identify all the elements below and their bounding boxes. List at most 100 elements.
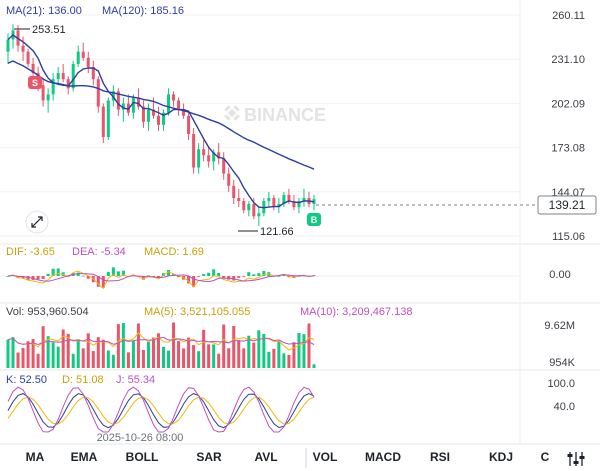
buy-marker[interactable] (307, 213, 321, 226)
volume-bar (302, 334, 306, 368)
volume-bar (76, 339, 80, 368)
volume-bar (297, 333, 301, 368)
macd-histogram-bar (36, 276, 40, 280)
chart-frame (0, 0, 600, 445)
volume-bar (292, 342, 296, 368)
macd-histogram-bar (192, 276, 196, 288)
kdj-k-line (7, 392, 315, 429)
volume-bar (41, 326, 45, 368)
volume-bar (197, 351, 201, 368)
volume-bar (162, 346, 166, 368)
price-axis-tick: 231.10 (551, 54, 585, 66)
candle-body (91, 66, 95, 80)
kdj-panel (7, 386, 315, 433)
candle-body (101, 106, 105, 138)
volume-panel (6, 322, 316, 368)
macd-histogram-bar (106, 271, 110, 276)
volume-bar (237, 340, 241, 368)
volume-bar (172, 322, 176, 368)
macd-histogram-bar (76, 272, 80, 276)
macd-histogram-bar (156, 276, 160, 278)
sell-marker[interactable] (28, 76, 42, 89)
macd-histogram-bar (6, 276, 10, 277)
tab-vol[interactable]: VOL (313, 450, 338, 464)
candle-body (56, 73, 60, 80)
volume-bar (212, 344, 216, 368)
tab-sar[interactable]: SAR (196, 450, 222, 464)
tab-rsi[interactable]: RSI (430, 450, 450, 464)
candle-body (237, 198, 241, 202)
tab-macd[interactable]: MACD (365, 450, 401, 464)
macd-histogram-bar (262, 270, 266, 276)
watermark-text: BINANCE (244, 105, 326, 125)
volume-bar (26, 341, 30, 368)
volume-bar (277, 340, 281, 368)
macd-histogram-bar (242, 276, 246, 277)
volume-axis-min: 954K (549, 357, 575, 369)
volume-bar (66, 333, 70, 368)
volume-bar (16, 352, 20, 368)
macd-histogram-bar (257, 273, 261, 276)
candle-body (217, 152, 221, 159)
macd-histogram-bar (116, 271, 120, 276)
candle-body (172, 94, 176, 101)
candle-body (292, 201, 296, 208)
volume-bar (21, 348, 25, 368)
macd-histogram-bar (207, 272, 211, 276)
price-axis-tick: 202.09 (551, 98, 585, 110)
candle-body (121, 103, 125, 110)
candle-body (41, 85, 45, 101)
macd-histogram-bar (202, 274, 206, 276)
candle-body (192, 134, 196, 168)
volume-bar (121, 323, 125, 368)
candle-body (6, 39, 10, 52)
moving-average-lines (7, 34, 315, 209)
macd-histogram-bar (167, 270, 171, 276)
candle-body (232, 185, 236, 199)
volume-axis-max: 9.62M (544, 320, 575, 332)
volume-bar (192, 345, 196, 368)
volume-bar (136, 323, 140, 368)
volume-bar (267, 351, 271, 368)
candle-body (151, 109, 155, 116)
macd-histogram-bar (111, 267, 115, 276)
macd-dea-line (7, 273, 315, 283)
candle-body (21, 45, 25, 52)
candlestick-series (6, 24, 316, 226)
volume-bar (232, 325, 236, 368)
kdj-d-legend: D: 51.08 (62, 374, 104, 386)
macd-histogram-bar (222, 276, 226, 278)
candle-body (136, 97, 140, 107)
tab-ema[interactable]: EMA (71, 450, 98, 464)
candle-body (71, 63, 75, 89)
volume-bar (167, 350, 171, 368)
price-axis-tick: 115.06 (552, 231, 585, 243)
volume-bar (151, 337, 155, 368)
candle-body (277, 204, 281, 208)
tab-c[interactable]: C (541, 450, 550, 464)
candle-body (197, 149, 201, 168)
binance-watermark: BINANCE (224, 105, 326, 125)
tab-ma[interactable]: MA (26, 450, 45, 464)
macd-value-legend: MACD: 1.69 (144, 246, 204, 258)
candle-body (66, 79, 70, 89)
fullscreen-expand-icon[interactable] (25, 210, 49, 234)
candle-body (156, 115, 160, 125)
tab-boll[interactable]: BOLL (126, 450, 159, 464)
volume-bar (222, 324, 226, 368)
macd-histogram-bar (197, 276, 201, 277)
volume-bar (217, 353, 221, 368)
candle-body (116, 91, 120, 110)
macd-histogram-bar (51, 268, 55, 276)
tab-kdj[interactable]: KDJ (489, 450, 513, 464)
price-axis-tick: 260.11 (552, 10, 585, 22)
settings-sliders-icon[interactable] (567, 452, 585, 466)
candle-body (257, 213, 261, 217)
candle-body (222, 158, 226, 174)
tab-avl[interactable]: AVL (254, 450, 277, 464)
candle-body (182, 109, 186, 116)
volume-bar (242, 348, 246, 368)
macd-histogram-bar (162, 273, 166, 276)
